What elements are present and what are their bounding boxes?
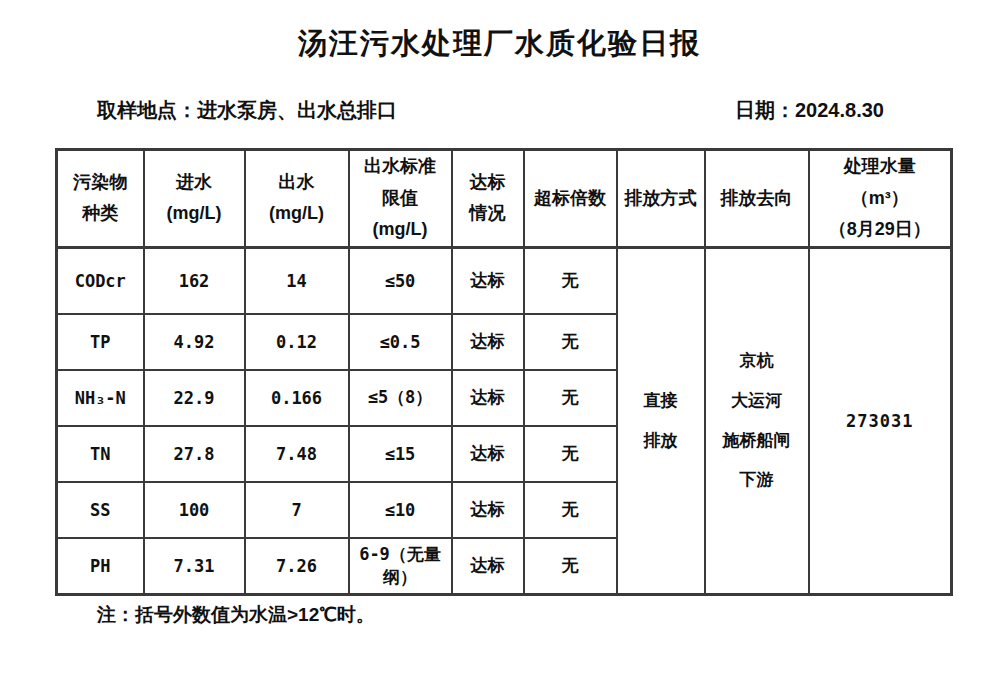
status-value: 达标 [452, 314, 524, 370]
footnote: 注：括号外数值为水温>12℃时。 [97, 602, 375, 628]
status-value: 达标 [452, 426, 524, 482]
effluent-value: 7 [245, 482, 349, 538]
col-header-influent: 进水 (mg/L) [144, 150, 245, 248]
effluent-value: 7.48 [245, 426, 349, 482]
influent-value: 4.92 [144, 314, 245, 370]
effluent-value: 14 [245, 247, 349, 314]
limit-value: 6-9（无量纲） [349, 538, 452, 595]
limit-value: ≤15 [349, 426, 452, 482]
pollutant-name: NH₃-N [57, 370, 144, 426]
report-page: 汤汪污水处理厂水质化验日报 取样地点：进水泵房、出水总排口 日期：2024.8.… [0, 0, 999, 675]
treated-volume-cell: 273031 [809, 247, 952, 594]
exceed-value: 无 [524, 314, 617, 370]
col-header-exceedance-multiple: 超标倍数 [524, 150, 617, 248]
col-header-discharge-destination: 排放去向 [705, 150, 809, 248]
influent-value: 22.9 [144, 370, 245, 426]
pollutant-name: CODcr [57, 247, 144, 314]
pollutant-name: PH [57, 538, 144, 595]
discharge-method-cell: 直接 排放 [617, 247, 705, 594]
status-value: 达标 [452, 482, 524, 538]
influent-value: 100 [144, 482, 245, 538]
col-header-treated-water-volume: 处理水量 （m³） （8月29日） [809, 150, 952, 248]
pollutant-name: TN [57, 426, 144, 482]
col-header-discharge-method: 排放方式 [617, 150, 705, 248]
effluent-value: 0.12 [245, 314, 349, 370]
limit-value: ≤10 [349, 482, 452, 538]
table-header-row: 污染物 种类 进水 (mg/L) 出水 (mg/L) 出水标准 限值 (mg/L… [57, 150, 952, 248]
limit-value: ≤50 [349, 247, 452, 314]
exceed-value: 无 [524, 370, 617, 426]
water-quality-table: 污染物 种类 进水 (mg/L) 出水 (mg/L) 出水标准 限值 (mg/L… [55, 148, 953, 596]
col-header-pollutant-type: 污染物 种类 [57, 150, 144, 248]
sampling-location-label: 取样地点：进水泵房、出水总排口 [97, 97, 397, 124]
status-value: 达标 [452, 247, 524, 314]
status-value: 达标 [452, 370, 524, 426]
pollutant-name: SS [57, 482, 144, 538]
report-date-label: 日期：2024.8.30 [735, 97, 884, 124]
col-header-compliance-status: 达标 情况 [452, 150, 524, 248]
col-header-effluent-standard-limit: 出水标准 限值 (mg/L) [349, 150, 452, 248]
status-value: 达标 [452, 538, 524, 595]
exceed-value: 无 [524, 426, 617, 482]
influent-value: 7.31 [144, 538, 245, 595]
pollutant-name: TP [57, 314, 144, 370]
page-title: 汤汪污水处理厂水质化验日报 [0, 24, 999, 64]
table-row-codcr: CODcr 162 14 ≤50 达标 无 直接 排放 京杭 大运河 施桥船闸 … [57, 247, 952, 314]
effluent-value: 7.26 [245, 538, 349, 595]
discharge-destination-cell: 京杭 大运河 施桥船闸 下游 [705, 247, 809, 594]
effluent-value: 0.166 [245, 370, 349, 426]
exceed-value: 无 [524, 247, 617, 314]
exceed-value: 无 [524, 538, 617, 595]
col-header-effluent: 出水 (mg/L) [245, 150, 349, 248]
exceed-value: 无 [524, 482, 617, 538]
influent-value: 162 [144, 247, 245, 314]
limit-value: ≤5（8） [349, 370, 452, 426]
influent-value: 27.8 [144, 426, 245, 482]
limit-value: ≤0.5 [349, 314, 452, 370]
